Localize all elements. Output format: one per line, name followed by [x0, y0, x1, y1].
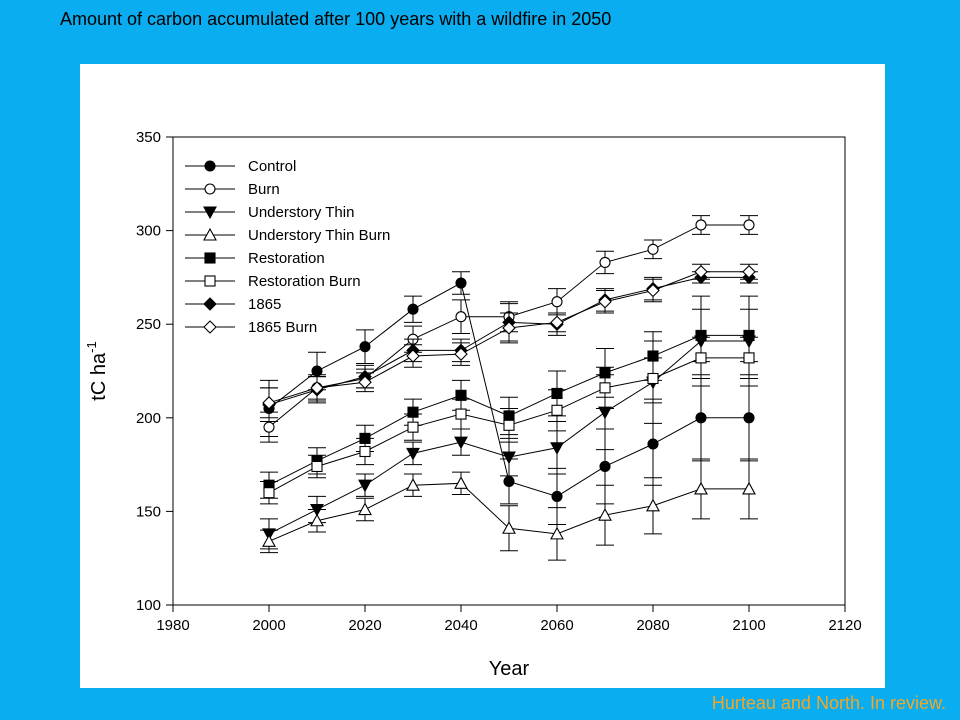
data-point [406, 478, 420, 491]
x-tick-label: 2040 [444, 617, 477, 634]
legend-marker [204, 252, 216, 264]
data-point [358, 375, 372, 390]
data-point [454, 347, 468, 361]
data-point [598, 294, 612, 309]
data-point [503, 419, 515, 431]
data-point [502, 521, 516, 534]
data-point [358, 502, 372, 516]
y-tick-label: 100 [136, 597, 161, 614]
data-point [455, 277, 467, 289]
data-point [694, 481, 708, 495]
legend-label: 1865 [248, 296, 281, 313]
x-tick-label: 2100 [732, 617, 765, 634]
data-point [647, 372, 659, 385]
data-point [743, 352, 755, 364]
x-tick-label: 2120 [828, 617, 861, 634]
data-point [311, 460, 323, 473]
data-point [742, 481, 756, 495]
x-tick-label: 2080 [636, 617, 669, 634]
data-point [359, 445, 371, 458]
data-point [646, 498, 660, 512]
y-tick-label: 300 [136, 223, 161, 240]
data-point [550, 442, 564, 455]
x-tick-label: 2000 [252, 617, 285, 634]
legend-label: Burn [248, 181, 280, 198]
series-layer [260, 215, 758, 561]
legend: Control Burn Understory Thin Understory Thi… [185, 158, 390, 336]
x-tick-label: 2060 [540, 617, 573, 634]
data-point [407, 421, 419, 433]
data-point [599, 256, 611, 268]
data-point [551, 296, 563, 308]
legend-marker [203, 320, 217, 334]
y-tick-label: 200 [136, 410, 161, 427]
data-point [454, 476, 468, 489]
legend-label: Control [248, 158, 296, 175]
data-point [551, 404, 563, 416]
legend-marker [204, 275, 216, 287]
data-point [550, 526, 564, 540]
data-point [263, 421, 275, 433]
data-point [647, 438, 659, 450]
data-point [695, 412, 707, 424]
data-point [599, 460, 611, 473]
data-point [647, 243, 659, 255]
data-point [743, 412, 755, 424]
citation: Hurteau and North. In review. [711, 693, 946, 713]
data-point [455, 408, 467, 420]
data-point [454, 436, 468, 450]
data-point [695, 352, 707, 364]
y-axis-title: tC ha-1 [84, 341, 110, 400]
data-point [502, 321, 516, 335]
y-tick-label: 350 [136, 129, 161, 146]
data-point [406, 349, 420, 363]
data-point [262, 396, 276, 410]
legend-marker [203, 227, 217, 241]
data-point [503, 475, 515, 487]
legend-label: Understory Thin [248, 204, 354, 221]
axes: 1980 2000 2020 2040 2060 2080 2100 2120 100 150 20… [84, 129, 862, 680]
x-tick-label: 1980 [156, 617, 189, 634]
x-tick-label: 2020 [348, 617, 381, 634]
data-point [310, 381, 324, 395]
data-point [310, 513, 324, 527]
series-3 [260, 458, 758, 561]
data-point [599, 382, 611, 394]
y-tick-label: 150 [136, 503, 161, 520]
data-point [694, 265, 708, 279]
data-point [695, 219, 707, 231]
data-point [598, 507, 612, 521]
legend-label: Restoration [248, 250, 325, 267]
data-point [406, 447, 420, 461]
data-point [551, 490, 563, 502]
legend-label: Restoration Burn [248, 273, 361, 290]
legend-marker [204, 183, 216, 195]
legend-marker [203, 206, 217, 220]
legend-label: Understory Thin Burn [248, 227, 390, 244]
legend-marker [204, 160, 216, 172]
data-point [359, 341, 371, 353]
data-point [743, 219, 755, 231]
data-point [455, 311, 467, 323]
chart: 1980 2000 2020 2040 2060 2080 2100 2120 100 150 20… [84, 129, 862, 680]
series-5 [260, 336, 758, 505]
plot-panel: 1980 2000 2020 2040 2060 2080 2100 2120 100 150 20… [80, 64, 885, 688]
data-point [646, 283, 660, 298]
slide-title: Amount of carbon accumulated after 100 y… [60, 9, 612, 29]
legend-marker [203, 297, 217, 311]
x-axis-title: Year [489, 658, 530, 680]
data-point [358, 479, 372, 493]
data-point [263, 487, 275, 499]
plot-frame [172, 136, 846, 606]
data-point [262, 534, 276, 547]
data-point [742, 265, 756, 279]
data-point [502, 451, 516, 465]
data-point [407, 303, 419, 315]
data-point [550, 315, 564, 330]
series-7 [260, 263, 758, 419]
y-tick-label: 250 [136, 316, 161, 333]
legend-label: 1865 Burn [248, 319, 317, 336]
